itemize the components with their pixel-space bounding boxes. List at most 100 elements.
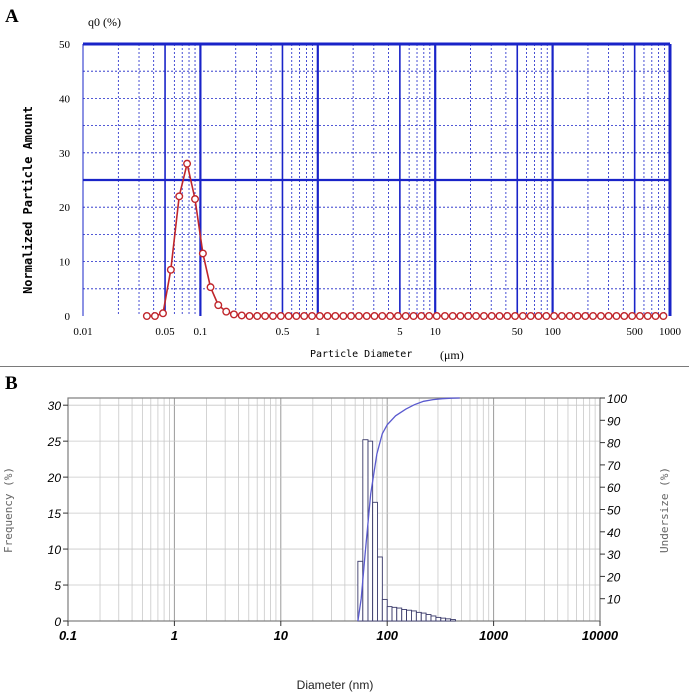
panel-label-b: B [5, 373, 18, 394]
data-point [526, 312, 535, 321]
y2-tick-label: 40 [607, 526, 621, 540]
data-point [542, 312, 551, 321]
y-tick-label: 30 [48, 399, 62, 413]
data-point [150, 312, 159, 321]
data-point [214, 301, 223, 310]
data-point [518, 312, 527, 321]
data-point [339, 312, 348, 321]
data-point [612, 312, 621, 321]
x-tick-label: 100 [376, 628, 398, 643]
x-tick-label: 500 [626, 326, 643, 338]
data-point [331, 312, 340, 321]
data-point [487, 312, 496, 321]
data-point [206, 283, 215, 292]
data-point [425, 312, 434, 321]
data-point [628, 312, 637, 321]
histogram-bar [435, 616, 442, 622]
x-tick-label: 1000 [659, 326, 682, 338]
data-point [166, 265, 175, 274]
data-point [573, 312, 582, 321]
series-line [146, 163, 664, 317]
data-point [268, 312, 277, 321]
x-tick-label: 10 [274, 628, 289, 643]
histogram-bar [377, 556, 383, 622]
panel-divider [0, 366, 689, 367]
y-tick-label: 50 [59, 39, 71, 51]
x-tick-label: 0.1 [59, 628, 77, 643]
x-tick-label: 0.1 [194, 326, 208, 338]
y2-tick-label: 90 [607, 414, 621, 428]
x-tick-label: 1 [171, 628, 178, 643]
panel-label-a: A [5, 6, 19, 27]
y2-tick-label: 10 [607, 593, 621, 607]
data-point [635, 312, 644, 321]
x-tick-label: 0.5 [276, 326, 290, 338]
data-point [253, 312, 262, 321]
x-axis-label: Diameter (nm) [297, 678, 374, 692]
y-tick-label: 15 [48, 507, 62, 521]
data-point [229, 310, 238, 319]
y-tick-label: 10 [48, 543, 62, 557]
data-point [237, 311, 246, 320]
data-point [409, 312, 418, 321]
histogram-bar [391, 606, 398, 622]
y2-tick-label: 60 [607, 481, 621, 495]
histogram-bar [401, 609, 407, 622]
histogram-bar [445, 618, 452, 622]
data-point [534, 312, 543, 321]
plot-frame [67, 397, 601, 622]
data-point [191, 195, 200, 204]
y-tick-label: 20 [47, 471, 62, 485]
x-tick-label: 0.05 [155, 326, 175, 338]
y-tick-label: 0 [65, 311, 71, 323]
histogram-bar [450, 619, 456, 622]
x-tick-label: 10000 [582, 628, 619, 643]
x-unit-label: (μm) [440, 348, 464, 362]
histogram-bar [410, 610, 417, 622]
data-point [308, 312, 317, 321]
data-point [456, 312, 465, 321]
x-tick-label: 50 [512, 326, 524, 338]
histogram-bar [415, 611, 422, 622]
data-point [347, 312, 356, 321]
chart-b: 0 5 10 15 20 25 30 10 20 30 40 50 60 70 80 90 100 0.1 1 10 1… [2, 392, 671, 692]
y-tick-label: 25 [47, 435, 62, 449]
data-point [417, 312, 426, 321]
data-point [604, 312, 613, 321]
histogram-bar [440, 617, 447, 622]
y-tick-label: 10 [59, 257, 71, 269]
histogram-bar [420, 612, 427, 622]
x-tick-label: 1000 [479, 628, 509, 643]
x-tick-label: 10 [430, 326, 442, 338]
histogram-bar [367, 440, 374, 622]
y-tick-label: 30 [59, 148, 71, 160]
data-point [550, 312, 559, 321]
y-axis-label: Frequency (%) [2, 467, 15, 553]
x-tick-label: 0.01 [73, 326, 92, 338]
histogram-bar [406, 609, 412, 622]
data-point [432, 312, 441, 321]
y-tick-label: 40 [59, 93, 71, 105]
data-point [276, 312, 285, 321]
data-point [401, 312, 410, 321]
data-point [284, 312, 293, 321]
y2-axis-label: Undersize (%) [658, 467, 671, 553]
data-point [292, 312, 301, 321]
data-point [315, 312, 324, 321]
data-point [589, 312, 598, 321]
data-point [448, 312, 457, 321]
data-point [651, 312, 660, 321]
data-point [183, 159, 192, 168]
data-point [581, 312, 590, 321]
y2-tick-label: 80 [607, 437, 621, 451]
y-axis-label: Normalized Particle Amount [21, 106, 35, 294]
data-point [464, 312, 473, 321]
data-point [175, 192, 184, 201]
data-point [393, 312, 402, 321]
y-tick-label: 0 [54, 615, 61, 629]
data-point [643, 312, 652, 321]
data-point [300, 312, 309, 321]
histogram-bar [372, 501, 378, 622]
data-point [565, 312, 574, 321]
y2-tick-label: 50 [607, 504, 621, 518]
